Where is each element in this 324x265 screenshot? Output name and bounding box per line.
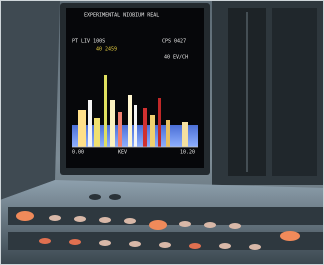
button[interactable] <box>219 243 231 249</box>
peak <box>78 110 86 147</box>
peak <box>166 120 170 147</box>
button[interactable] <box>99 240 111 246</box>
peak <box>88 100 92 147</box>
button[interactable] <box>189 243 201 249</box>
screen-text: 40 EV/CH <box>164 55 188 61</box>
button[interactable] <box>159 242 171 248</box>
button[interactable] <box>204 222 216 228</box>
right-slot <box>272 8 317 176</box>
knob <box>109 194 121 200</box>
button[interactable] <box>149 220 167 230</box>
peak <box>94 118 100 147</box>
peak <box>110 100 115 147</box>
button[interactable] <box>249 244 261 250</box>
device-photo: EXPERIMENTAL NIOBIUM REAL PT LIV 100S CP… <box>0 0 324 265</box>
button[interactable] <box>49 215 61 221</box>
peak <box>134 105 137 147</box>
screen-text: 40 2459 <box>96 47 117 53</box>
peak <box>150 115 155 147</box>
button[interactable] <box>69 239 81 245</box>
button[interactable] <box>99 217 111 223</box>
button[interactable] <box>124 218 136 224</box>
peak <box>128 95 132 147</box>
knob <box>89 194 101 200</box>
peak <box>118 112 122 147</box>
screen-text: 0.00 <box>72 150 84 156</box>
left-housing <box>0 0 60 200</box>
page: {"screen": {"header": "EXPERIMENTAL NIOB… <box>0 0 324 265</box>
button[interactable] <box>129 241 141 247</box>
screen-text: PT LIV 100S <box>72 39 105 45</box>
button[interactable] <box>179 221 191 227</box>
button[interactable] <box>16 211 34 221</box>
button[interactable] <box>39 238 51 244</box>
peak <box>143 108 147 147</box>
peak <box>158 98 161 147</box>
screen-text: CPS 0427 <box>162 39 186 45</box>
peak <box>104 75 107 147</box>
button[interactable] <box>280 231 300 241</box>
screen-text: EXPERIMENTAL NIOBIUM REAL <box>84 13 159 19</box>
button[interactable] <box>74 216 86 222</box>
button[interactable] <box>229 223 241 229</box>
screen-text: 10.20 <box>180 150 195 156</box>
peak <box>182 122 188 147</box>
screen-text: KEV <box>118 150 127 156</box>
